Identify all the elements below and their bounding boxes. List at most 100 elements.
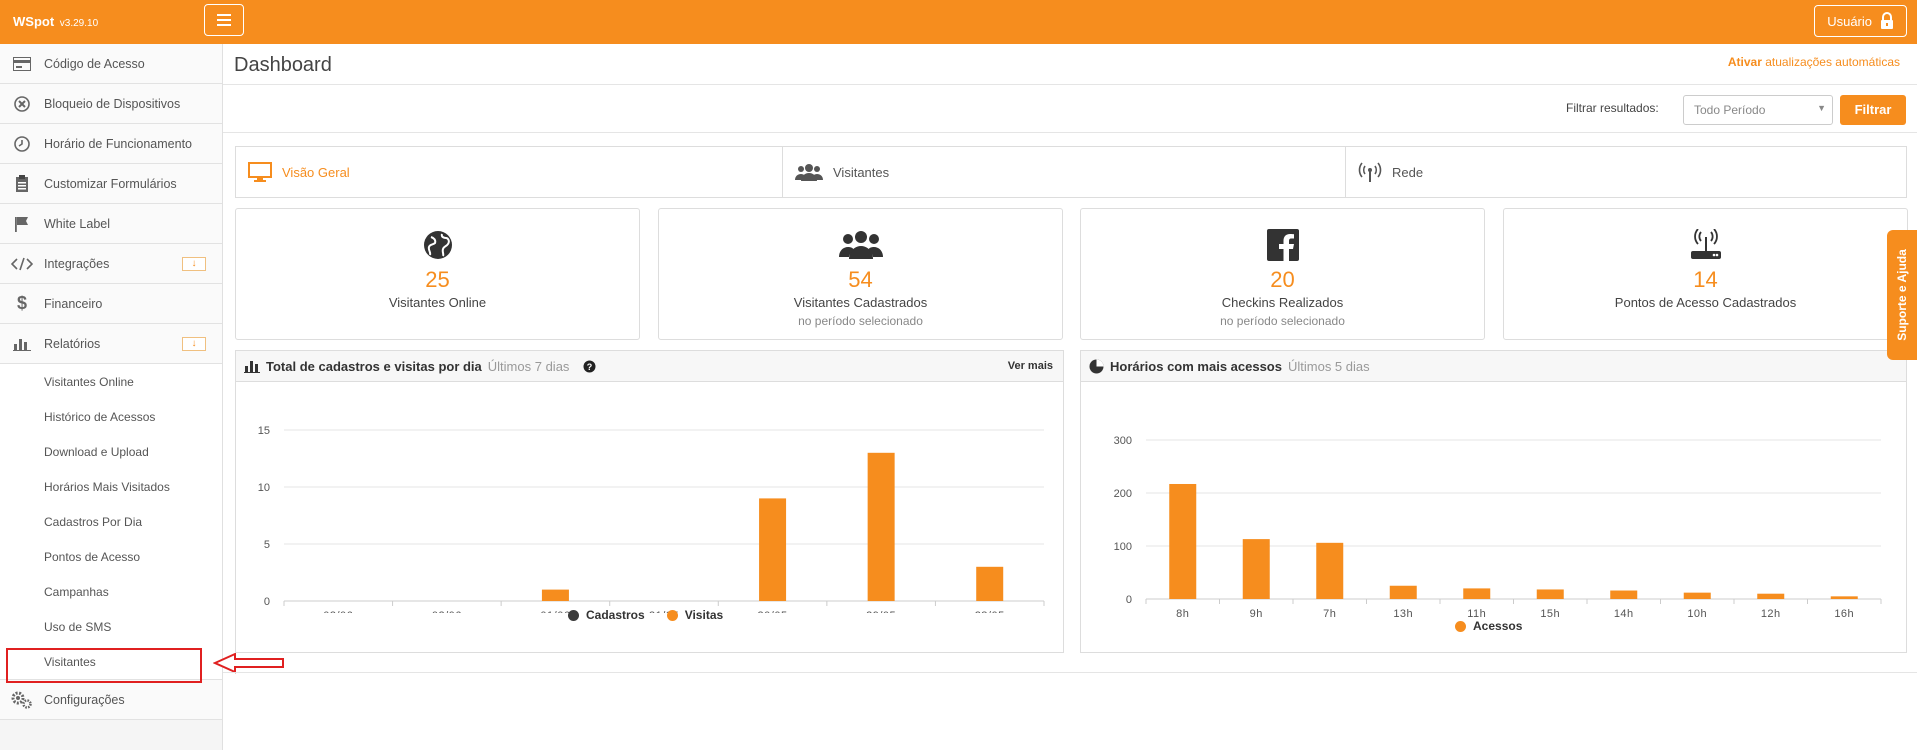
sidebar-item-label: Código de Acesso	[44, 56, 145, 71]
x-tick-label: 12h	[1761, 608, 1781, 620]
panel-subtitle: Últimos 7 dias	[487, 358, 570, 374]
help-icon[interactable]: ?	[583, 360, 596, 373]
tab-rede[interactable]: Rede	[1346, 147, 1906, 197]
red-pointer-arrow	[213, 652, 284, 674]
filter-button[interactable]: Filtrar	[1840, 95, 1906, 125]
auto-update-link[interactable]: Ativar atualizações automáticas	[1728, 55, 1900, 69]
brand-logo[interactable]: WSpot v3.29.10	[13, 14, 98, 29]
tab-label: Rede	[1392, 164, 1424, 180]
globe-icon	[423, 231, 452, 259]
bar-chart-icon	[0, 337, 44, 351]
panel-header: Horários com mais acessos Últimos 5 dias	[1081, 351, 1906, 382]
sidebar-item-financeiro[interactable]: $ Financeiro	[0, 284, 222, 324]
sidebar-item-label: Financeiro	[44, 296, 103, 311]
submenu-pontos-de-acesso[interactable]: Pontos de Acesso	[44, 549, 141, 564]
submenu-uso-de-sms[interactable]: Uso de SMS	[44, 619, 112, 634]
divider	[223, 672, 1917, 673]
menu-icon	[217, 14, 231, 16]
clock-icon	[0, 135, 44, 152]
bar-visitas-30/05	[759, 498, 787, 601]
sidebar-item-codigo-acesso[interactable]: Código de Acesso	[0, 44, 222, 84]
legend-item-acessos[interactable]: Acessos	[1455, 619, 1522, 633]
lock-icon	[1881, 12, 1893, 29]
bar-acessos-9h	[1242, 539, 1270, 599]
support-help-tab[interactable]: Suporte e Ajuda	[1887, 230, 1917, 360]
submenu-horarios-mais-visitados[interactable]: Horários Mais Visitados	[44, 479, 170, 494]
support-label: Suporte e Ajuda	[1895, 249, 1909, 341]
highlight-box	[6, 648, 202, 683]
sidebar-item-integracoes[interactable]: Integrações ↓	[0, 244, 222, 284]
sidebar-item-white-label[interactable]: White Label	[0, 204, 222, 244]
sidebar-item-relatorios[interactable]: Relatórios ↓	[0, 324, 222, 364]
stat-card-visitantes-online: 25 Visitantes Online	[235, 208, 640, 340]
submenu-visitantes-online[interactable]: Visitantes Online	[44, 374, 134, 389]
submenu-cadastros-por-dia[interactable]: Cadastros Por Dia	[44, 514, 143, 529]
user-menu-button[interactable]: Usuário	[1814, 5, 1907, 37]
tab-visao-geral[interactable]: Visão Geral	[236, 147, 783, 197]
stat-card-checkins: 20 Checkins Realizados no período seleci…	[1080, 208, 1485, 340]
bar-chart-cadastros-visitas: 0 5 10 15 03/06 02/06 01/06 31/05 30/05 29/05 28/0…	[258, 425, 1045, 613]
x-tick-label: 28/05	[975, 610, 1005, 613]
signal-icon	[1358, 162, 1382, 182]
see-more-link[interactable]: Ver mais	[1007, 360, 1053, 372]
gears-icon	[0, 691, 44, 709]
period-select[interactable]: Todo Período ▼	[1683, 95, 1833, 125]
submenu-download-upload[interactable]: Download e Upload	[44, 444, 149, 459]
dollar-icon: $	[16, 293, 27, 313]
main-content: Dashboard Ativar atualizações automática…	[223, 44, 1917, 750]
divider	[223, 84, 1917, 85]
bar-acessos-15h	[1536, 589, 1564, 599]
y-tick-label: 200	[1114, 488, 1132, 500]
sidebar-item-label: Configurações	[44, 692, 125, 707]
legend-item-visitas[interactable]: Visitas	[666, 608, 724, 622]
stat-value: 14	[1693, 267, 1718, 292]
sidebar-item-configuracoes[interactable]: Configurações	[0, 680, 222, 720]
menu-toggle-button[interactable]	[204, 4, 244, 36]
legend-label: Cadastros	[586, 608, 645, 622]
legend-item-cadastros[interactable]: Cadastros	[568, 608, 645, 622]
y-tick-label: 0	[1126, 594, 1132, 606]
stat-sublabel: no período selecionado	[1220, 314, 1345, 328]
expand-arrow-icon[interactable]: ↓	[182, 337, 206, 351]
reports-submenu: Visitantes Online Histórico de Acessos D…	[0, 364, 222, 680]
bar-chart-horarios: 0 100 200 300 8h 9h 7h 13h 11h 15h 14h 10h 12h 16h	[1114, 435, 1882, 620]
legend-dot	[568, 609, 579, 621]
sidebar-item-bloqueio[interactable]: Bloqueio de Dispositivos	[0, 84, 222, 124]
filter-label: Filtrar resultados:	[1566, 101, 1659, 115]
expand-arrow-icon[interactable]: ↓	[182, 257, 206, 271]
chart-panel-horarios: Horários com mais acessos Últimos 5 dias…	[1080, 350, 1907, 653]
version-label: v3.29.10	[59, 18, 99, 29]
bar-acessos-11h	[1463, 588, 1491, 599]
tab-visitantes[interactable]: Visitantes	[783, 147, 1346, 197]
legend-dot	[666, 609, 678, 621]
stat-value: 54	[848, 267, 873, 292]
page-title: Dashboard	[234, 54, 332, 76]
bar-visitas-28/05	[976, 566, 1004, 601]
x-tick-label: 13h	[1393, 608, 1413, 620]
stat-value: 25	[425, 267, 450, 292]
bar-visitas-29/05	[867, 452, 895, 601]
sidebar-item-formularios[interactable]: Customizar Formulários	[0, 164, 222, 204]
x-tick-label: 31/05	[649, 610, 679, 613]
submenu-historico-acessos[interactable]: Histórico de Acessos	[44, 409, 156, 424]
sidebar-item-horario[interactable]: Horário de Funcionamento	[0, 124, 222, 164]
y-tick-label: 300	[1114, 435, 1132, 447]
x-tick-label: 01/06	[540, 610, 570, 613]
x-tick-label: 02/06	[432, 610, 462, 613]
submenu-visitantes[interactable]: Visitantes	[44, 654, 96, 669]
panel-subtitle: Últimos 5 dias	[1287, 358, 1370, 374]
clipboard-icon	[0, 174, 44, 193]
chart-legend: Cadastros Visitas	[568, 608, 723, 622]
svg-text:?: ?	[587, 362, 593, 372]
x-tick-label: 14h	[1614, 608, 1634, 620]
flag-icon	[0, 216, 44, 232]
sidebar-item-label: White Label	[44, 216, 111, 231]
submenu-campanhas[interactable]: Campanhas	[44, 584, 109, 599]
stat-card-visitantes-cadastrados: 54 Visitantes Cadastrados no período sel…	[658, 208, 1063, 340]
x-tick-label: 03/06	[323, 610, 353, 613]
top-bar: WSpot v3.29.10 Usuário	[0, 0, 1917, 44]
bar-acessos-14h	[1610, 590, 1638, 599]
sidebar-item-label: Bloqueio de Dispositivos	[44, 96, 181, 111]
legend-label: Visitas	[684, 608, 724, 622]
stat-value: 20	[1270, 267, 1295, 292]
